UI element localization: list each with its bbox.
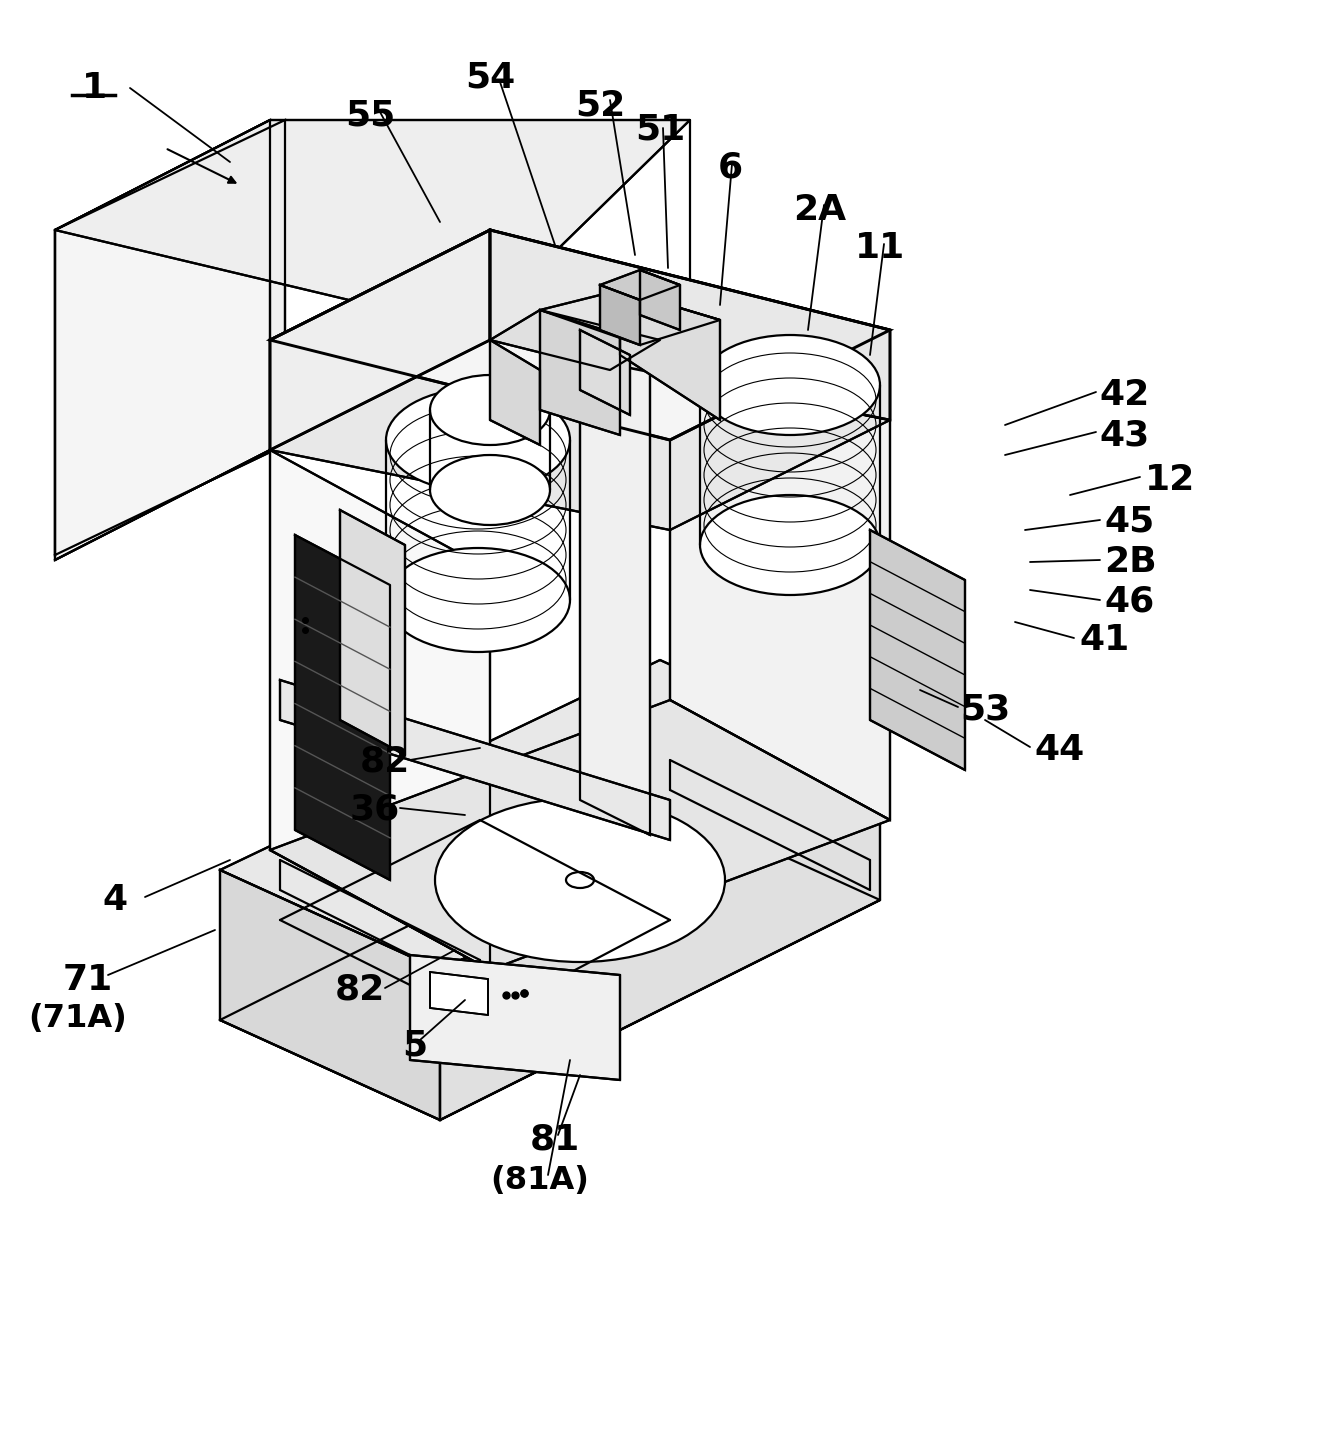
Polygon shape xyxy=(620,290,719,420)
Text: 52: 52 xyxy=(576,88,626,121)
Polygon shape xyxy=(55,120,690,329)
Polygon shape xyxy=(540,290,719,345)
Polygon shape xyxy=(220,660,880,970)
Polygon shape xyxy=(271,230,490,449)
Polygon shape xyxy=(411,955,620,1079)
Polygon shape xyxy=(490,230,890,420)
Ellipse shape xyxy=(430,455,550,525)
Polygon shape xyxy=(271,340,890,530)
Text: 4: 4 xyxy=(103,883,128,918)
Polygon shape xyxy=(430,972,488,1014)
Polygon shape xyxy=(870,530,965,770)
Polygon shape xyxy=(55,120,285,555)
Text: 71: 71 xyxy=(63,962,114,997)
Ellipse shape xyxy=(700,496,880,595)
Polygon shape xyxy=(220,801,880,1120)
Polygon shape xyxy=(490,340,540,445)
Text: 54: 54 xyxy=(465,61,515,95)
Text: 45: 45 xyxy=(1105,504,1155,539)
Polygon shape xyxy=(271,449,490,970)
Text: 51: 51 xyxy=(635,113,685,147)
Polygon shape xyxy=(294,535,389,880)
Polygon shape xyxy=(490,311,660,370)
Ellipse shape xyxy=(436,798,725,962)
Polygon shape xyxy=(341,510,405,754)
Text: 55: 55 xyxy=(345,98,395,131)
Polygon shape xyxy=(280,681,671,840)
Polygon shape xyxy=(579,329,630,415)
Ellipse shape xyxy=(385,389,570,491)
Ellipse shape xyxy=(430,376,550,445)
Text: 12: 12 xyxy=(1144,462,1195,497)
Polygon shape xyxy=(601,285,640,345)
Text: 82: 82 xyxy=(335,972,385,1007)
Polygon shape xyxy=(601,270,680,301)
Polygon shape xyxy=(220,870,440,1120)
Polygon shape xyxy=(271,230,890,439)
Text: 1: 1 xyxy=(82,71,107,105)
Text: 36: 36 xyxy=(350,793,400,827)
Polygon shape xyxy=(640,270,680,329)
Polygon shape xyxy=(55,120,271,561)
Text: 6: 6 xyxy=(718,150,743,185)
Text: 42: 42 xyxy=(1100,379,1150,412)
Text: 46: 46 xyxy=(1105,585,1155,618)
Text: (81A): (81A) xyxy=(491,1165,590,1195)
Polygon shape xyxy=(540,311,620,435)
Text: 5: 5 xyxy=(403,1027,428,1062)
Polygon shape xyxy=(579,319,649,835)
Text: 43: 43 xyxy=(1100,418,1150,452)
Polygon shape xyxy=(271,699,890,970)
Text: 11: 11 xyxy=(855,231,906,264)
Polygon shape xyxy=(671,301,890,819)
Text: (71A): (71A) xyxy=(29,1003,127,1033)
Ellipse shape xyxy=(385,548,570,652)
Text: 2B: 2B xyxy=(1104,545,1156,579)
Text: 41: 41 xyxy=(1080,623,1130,657)
Text: 53: 53 xyxy=(960,694,1010,727)
Text: 82: 82 xyxy=(360,746,411,779)
Text: 81: 81 xyxy=(529,1123,579,1157)
Polygon shape xyxy=(440,760,880,1120)
Text: 2A: 2A xyxy=(793,194,846,227)
Text: 44: 44 xyxy=(1035,733,1085,767)
Ellipse shape xyxy=(700,335,880,435)
